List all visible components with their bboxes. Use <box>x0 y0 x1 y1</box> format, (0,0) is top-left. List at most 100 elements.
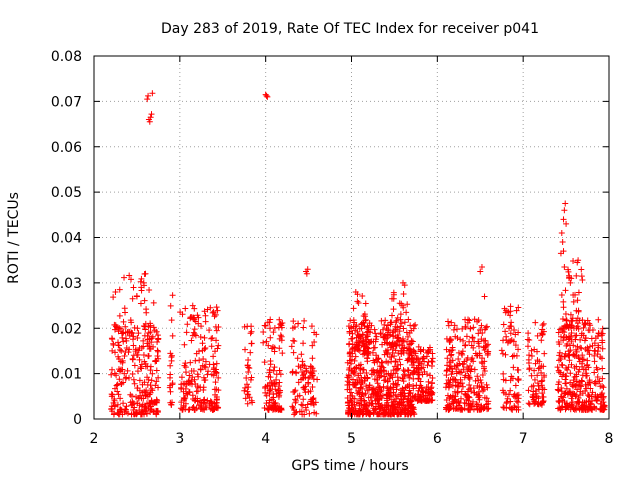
data-point <box>597 353 604 360</box>
data-point <box>507 398 514 405</box>
data-point <box>112 349 119 356</box>
data-point <box>395 377 402 384</box>
data-point <box>535 386 542 393</box>
data-point <box>213 327 220 334</box>
data-point <box>151 399 158 406</box>
data-point <box>501 404 508 411</box>
data-point <box>212 311 219 318</box>
data-point <box>378 387 385 394</box>
data-point <box>208 335 215 342</box>
data-point <box>149 387 156 394</box>
data-point <box>565 333 572 340</box>
data-point <box>475 377 482 384</box>
data-point <box>469 398 476 405</box>
data-point <box>429 350 436 357</box>
data-point <box>202 358 209 365</box>
data-point <box>562 376 569 383</box>
data-point <box>294 355 301 362</box>
data-point <box>210 308 217 315</box>
data-point <box>575 257 582 264</box>
data-point <box>400 378 407 385</box>
data-point <box>113 372 120 379</box>
data-point <box>197 366 204 373</box>
data-point <box>352 344 359 351</box>
data-point <box>365 326 372 333</box>
data-point <box>177 309 184 316</box>
data-point <box>477 268 484 275</box>
data-point <box>571 390 578 397</box>
data-point <box>424 362 431 369</box>
data-point <box>447 393 454 400</box>
data-point <box>288 343 295 350</box>
data-point <box>366 320 373 327</box>
data-point <box>510 364 517 371</box>
data-point <box>245 384 252 391</box>
data-point <box>583 403 590 410</box>
data-point <box>363 344 370 351</box>
data-point <box>425 378 432 385</box>
data-point <box>113 382 120 389</box>
data-point <box>364 387 371 394</box>
data-point <box>555 329 562 336</box>
data-point <box>594 394 601 401</box>
data-point <box>386 340 393 347</box>
data-point <box>276 345 283 352</box>
data-point <box>200 399 207 406</box>
data-point <box>421 368 428 375</box>
data-point <box>449 376 456 383</box>
data-point <box>481 394 488 401</box>
data-point <box>568 395 575 402</box>
data-point <box>271 364 278 371</box>
data-point <box>301 411 308 418</box>
data-point <box>134 325 141 332</box>
data-point <box>568 275 575 282</box>
data-point <box>131 380 138 387</box>
data-point <box>569 399 576 406</box>
data-point <box>478 263 485 270</box>
data-point <box>415 343 422 350</box>
data-point <box>536 358 543 365</box>
data-point <box>191 406 198 413</box>
data-point <box>121 370 128 377</box>
data-point <box>202 377 209 384</box>
grid-lines <box>94 56 609 419</box>
data-point <box>381 333 388 340</box>
data-point <box>393 410 400 417</box>
data-point <box>154 352 161 359</box>
data-point <box>599 375 606 382</box>
data-point <box>134 351 141 358</box>
data-point <box>574 297 581 304</box>
data-point <box>181 341 188 348</box>
data-point <box>189 381 196 388</box>
data-point <box>570 298 577 305</box>
data-point <box>384 395 391 402</box>
y-tick-label: 0.02 <box>51 321 82 337</box>
data-point <box>182 305 189 312</box>
data-point <box>189 302 196 309</box>
data-point <box>372 330 379 337</box>
data-point <box>188 368 195 375</box>
data-point <box>442 384 449 391</box>
data-point <box>149 90 156 97</box>
data-point <box>382 377 389 384</box>
data-point <box>560 304 567 311</box>
data-point <box>215 324 222 331</box>
data-point <box>585 381 592 388</box>
data-point <box>346 386 353 393</box>
data-point <box>359 366 366 373</box>
data-point <box>244 400 251 407</box>
data-point <box>298 351 305 358</box>
data-point <box>417 382 424 389</box>
data-point <box>140 343 147 350</box>
data-point <box>302 389 309 396</box>
data-point <box>137 411 144 418</box>
data-point <box>136 377 143 384</box>
data-point <box>399 335 406 342</box>
data-point <box>471 389 478 396</box>
data-point <box>483 381 490 388</box>
data-point <box>485 341 492 348</box>
data-point <box>557 369 564 376</box>
data-point <box>390 403 397 410</box>
data-point <box>243 375 250 382</box>
data-point <box>558 291 565 298</box>
